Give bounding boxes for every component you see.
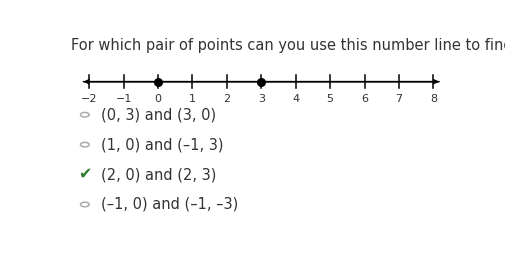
Text: ✔: ✔ [78, 167, 91, 182]
Text: (0, 3) and (3, 0): (0, 3) and (3, 0) [100, 107, 215, 122]
Text: 5: 5 [326, 94, 333, 104]
Text: (1, 0) and (–1, 3): (1, 0) and (–1, 3) [100, 137, 223, 152]
Text: For which pair of points can you use this number line to find the distance?: For which pair of points can you use thi… [71, 38, 505, 53]
Text: 1: 1 [188, 94, 195, 104]
Text: 3: 3 [257, 94, 264, 104]
Text: 8: 8 [429, 94, 436, 104]
Text: (–1, 0) and (–1, –3): (–1, 0) and (–1, –3) [100, 197, 237, 212]
Text: 6: 6 [360, 94, 367, 104]
Text: −1: −1 [115, 94, 132, 104]
Text: 7: 7 [394, 94, 401, 104]
Text: 4: 4 [291, 94, 298, 104]
Text: (2, 0) and (2, 3): (2, 0) and (2, 3) [100, 167, 216, 182]
Text: −2: −2 [81, 94, 97, 104]
Text: 2: 2 [223, 94, 230, 104]
Text: 0: 0 [154, 94, 161, 104]
